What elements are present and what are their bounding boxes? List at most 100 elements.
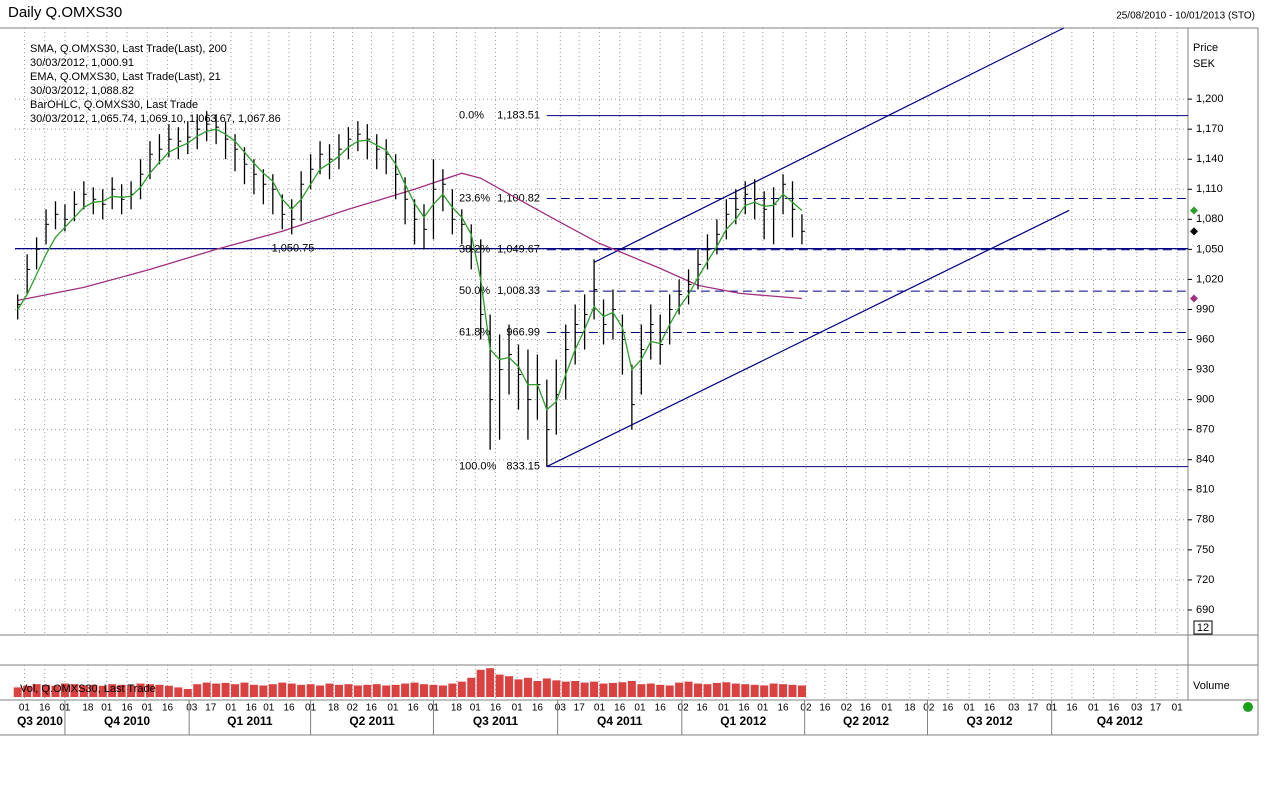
volume-bar xyxy=(334,684,343,697)
ema-line xyxy=(17,128,803,411)
x-tick-label: 01 xyxy=(634,703,646,714)
x-tick-label: 16 xyxy=(366,703,378,714)
volume-bar xyxy=(13,687,22,697)
price-last-marker xyxy=(1190,227,1198,236)
x-tick-label: 16 xyxy=(614,703,626,714)
volume-bar xyxy=(193,684,202,697)
volume-bar xyxy=(117,684,126,697)
volume-bar xyxy=(467,677,476,697)
volume-bar xyxy=(694,683,703,697)
x-tick-label: 02 xyxy=(347,703,359,714)
volume-bar xyxy=(750,684,759,697)
volume-bar xyxy=(155,684,164,697)
x-tick-label: 16 xyxy=(283,703,295,714)
fib-ratio: 23.6% xyxy=(459,192,490,204)
volume-bar xyxy=(32,684,41,697)
x-tick-label: 03 xyxy=(555,703,567,714)
x-tick-label: 16 xyxy=(408,703,420,714)
support-label: 1,050.75 xyxy=(272,243,315,255)
volume-bar xyxy=(202,682,211,697)
legend-price-last: 30/03/2012, 1,065.74, 1,069.10, 1,063.67… xyxy=(30,113,281,125)
quarter-label: Q4 2012 xyxy=(1097,714,1143,728)
sma-line xyxy=(17,172,802,302)
volume-bar xyxy=(268,684,277,697)
x-tick-label: 16 xyxy=(490,703,502,714)
volume-bar xyxy=(571,681,580,697)
y-tick-label: 690 xyxy=(1196,604,1214,616)
y-axis-label: Price xyxy=(1193,42,1218,54)
volume-bar xyxy=(429,684,438,697)
quarter-label: Q3 2010 xyxy=(17,714,63,728)
x-tick-label: 16 xyxy=(162,703,174,714)
fib-price: 1,008.33 xyxy=(497,285,540,297)
x-tick-label: 16 xyxy=(738,703,750,714)
x-tick-label: 01 xyxy=(718,703,730,714)
x-tick-label: 03 xyxy=(186,703,198,714)
volume-bar xyxy=(552,680,561,697)
volume-bar xyxy=(145,684,154,697)
x-tick-label: 02 xyxy=(800,703,812,714)
y-tick-label: 1,020 xyxy=(1196,273,1224,285)
volume-bar xyxy=(656,684,665,697)
y-tick-label: 1,110 xyxy=(1196,183,1223,195)
y-tick-label: 990 xyxy=(1196,303,1214,315)
x-tick-label: 16 xyxy=(942,703,954,714)
volume-bar xyxy=(42,684,51,697)
x-tick-label: 01 xyxy=(1088,703,1100,714)
y-tick-label: 1,170 xyxy=(1196,123,1224,135)
ema-last-marker xyxy=(1190,206,1198,215)
quarter-label: Q4 2010 xyxy=(104,714,150,728)
status-dot xyxy=(1243,702,1253,712)
x-tick-label: 01 xyxy=(142,703,154,714)
volume-bar xyxy=(438,685,447,697)
volume-bar xyxy=(486,668,495,697)
fib-ratio: 50.0% xyxy=(459,285,490,297)
volume-bar xyxy=(722,682,731,697)
x-tick-label: 16 xyxy=(655,703,667,714)
volume-bar xyxy=(23,685,32,697)
volume-bar xyxy=(60,683,69,697)
legend-price: BarOHLC, Q.OMXS30, Last Trade xyxy=(30,99,198,111)
volume-bar xyxy=(495,674,504,697)
scale-badge-box xyxy=(1193,620,1213,635)
x-tick-label: 16 xyxy=(777,703,789,714)
volume-bar xyxy=(183,689,192,697)
legend-sma-last: 30/03/2012, 1,000.91 xyxy=(30,57,134,69)
x-tick-label: 16 xyxy=(532,703,544,714)
volume-bar xyxy=(344,684,353,697)
volume-bar xyxy=(136,683,145,697)
sma-last-marker xyxy=(1190,294,1198,303)
y-tick-label: 810 xyxy=(1196,484,1214,496)
quarter-label: Q1 2012 xyxy=(720,714,766,728)
y-tick-label: 750 xyxy=(1196,544,1214,556)
volume-bar xyxy=(212,683,221,697)
x-tick-label: 16 xyxy=(1066,703,1078,714)
volume-bar xyxy=(797,685,806,697)
quarter-label: Q4 2011 xyxy=(597,714,643,728)
volume-bar xyxy=(505,676,514,697)
volume-bar xyxy=(457,681,466,697)
x-tick-label: 16 xyxy=(1108,703,1120,714)
volume-bar xyxy=(306,684,315,697)
y-tick-label: 930 xyxy=(1196,363,1214,375)
volume-bar xyxy=(533,681,542,697)
quarter-label: Q2 2012 xyxy=(843,714,889,728)
x-tick-label: 01 xyxy=(881,703,893,714)
volume-bar xyxy=(523,677,532,697)
volume-bar xyxy=(712,682,721,697)
x-tick-label: 16 xyxy=(121,703,133,714)
volume-bar xyxy=(580,682,589,697)
trend-line xyxy=(546,209,1070,468)
volume-bar xyxy=(760,685,769,697)
legend-sma: SMA, Q.OMXS30, Last Trade(Last), 200 xyxy=(30,43,227,55)
quarter-label: Q3 2012 xyxy=(967,714,1013,728)
volume-bar xyxy=(514,679,523,697)
x-tick-label: 17 xyxy=(205,703,217,714)
volume-bar xyxy=(401,683,410,697)
volume-bar xyxy=(127,685,136,697)
volume-bar xyxy=(108,684,117,697)
y-tick-label: 960 xyxy=(1196,333,1214,345)
fib-price: 833.15 xyxy=(506,460,540,472)
volume-bar xyxy=(627,681,636,697)
